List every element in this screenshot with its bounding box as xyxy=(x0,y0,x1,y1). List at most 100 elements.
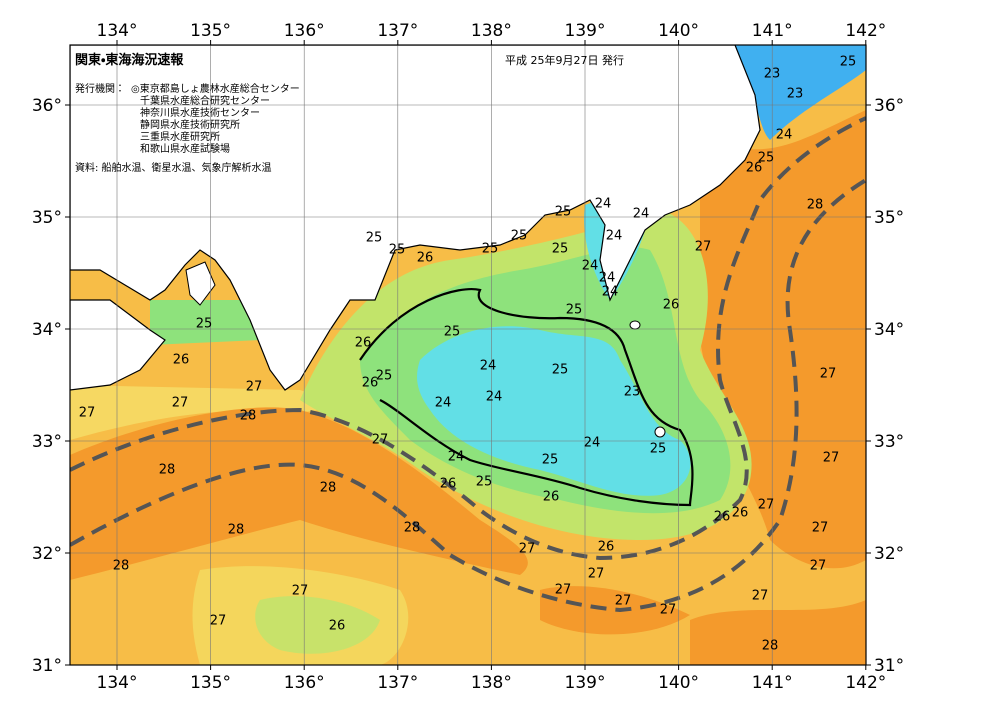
lat-tick-label: 31° xyxy=(32,656,62,676)
contour-label: 25 xyxy=(511,229,528,244)
contour-label: 27 xyxy=(555,583,572,598)
contour-label: 28 xyxy=(240,409,257,424)
land-honshu xyxy=(70,45,761,391)
contour-label: 25 xyxy=(444,325,461,340)
island xyxy=(629,320,641,330)
island xyxy=(654,426,666,438)
lat-tick-label: 33° xyxy=(874,432,904,452)
contour-label: 24 xyxy=(584,436,601,451)
contour-label: 26 xyxy=(732,506,749,521)
contour-25 xyxy=(359,288,694,507)
lon-tick-label: 137° xyxy=(377,21,418,41)
issuer: 静岡県水産技術研究所 xyxy=(140,118,240,131)
contour-label: 24 xyxy=(435,396,452,411)
map-frame xyxy=(69,44,867,666)
sst-23 xyxy=(730,45,866,140)
contour-label: 24 xyxy=(606,229,623,244)
contour-label: 27 xyxy=(810,559,827,574)
contour-label: 25 xyxy=(542,453,559,468)
issuer: 和歌山県水産試験場 xyxy=(140,142,230,155)
lon-tick-label: 138° xyxy=(471,21,512,41)
contour-label: 28 xyxy=(113,559,130,574)
contour-label: 28 xyxy=(159,463,176,478)
sst-26-5 xyxy=(70,385,327,440)
contour-label: 23 xyxy=(764,67,781,82)
contour-label: 27 xyxy=(615,594,632,609)
contour-label: 27 xyxy=(210,614,227,629)
source: 資料: 船舶水温、衛星水温、気象庁解析水温 xyxy=(75,161,272,174)
lon-tick-label: 134° xyxy=(97,21,138,41)
lat-tick-label: 34° xyxy=(32,320,62,340)
kuroshio-axis xyxy=(70,178,866,613)
contour-label: 27 xyxy=(292,584,309,599)
lon-tick-label: 140° xyxy=(658,21,699,41)
lon-tick-label: 134° xyxy=(97,673,138,693)
contour-label: 25 xyxy=(552,363,569,378)
contour-label: 25 xyxy=(566,303,583,318)
lon-tick-label: 142° xyxy=(845,673,886,693)
contour-label: 26 xyxy=(362,376,379,391)
contour-label: 26 xyxy=(663,298,680,313)
sst-28 xyxy=(70,407,528,580)
contour-label: 26 xyxy=(746,161,763,176)
lat-tick-label: 36° xyxy=(32,96,62,116)
contour-label: 26 xyxy=(173,353,190,368)
contour-label: 27 xyxy=(812,521,829,536)
contour-label: 27 xyxy=(695,240,712,255)
contour-label: 24 xyxy=(448,450,465,465)
contour-label: 24 xyxy=(582,259,599,274)
contour-label: 28 xyxy=(228,523,245,538)
lon-tick-label: 136° xyxy=(284,21,325,41)
contour-label: 25 xyxy=(476,475,493,490)
contour-label: 24 xyxy=(633,207,650,222)
issuer: 三重県水産研究所 xyxy=(140,130,220,143)
contour-label: 25 xyxy=(389,243,406,258)
contour-label: 27 xyxy=(660,603,677,618)
sst-26 xyxy=(255,596,380,654)
sst-field xyxy=(70,45,866,665)
issue-date: 平成 25年9月27日 発行 xyxy=(505,53,624,67)
land-shikoku xyxy=(70,299,166,391)
lon-tick-label: 141° xyxy=(752,21,793,41)
contour-label: 27 xyxy=(823,451,840,466)
contour-label: 26 xyxy=(440,477,457,492)
lon-tick-label: 139° xyxy=(565,673,606,693)
land-awaji xyxy=(185,261,216,306)
contour-label: 25 xyxy=(552,242,569,257)
contour-label: 24 xyxy=(602,285,619,300)
contour-label: 24 xyxy=(776,128,793,143)
contour-label: 27 xyxy=(246,380,263,395)
issuer-label: 発行機関： xyxy=(75,82,125,95)
contour-label: 26 xyxy=(714,510,731,525)
lon-tick-label: 137° xyxy=(377,673,418,693)
lat-tick-label: 35° xyxy=(32,208,62,228)
contour-label: 27 xyxy=(79,406,96,421)
sst-28 xyxy=(690,600,866,665)
lat-tick-label: 36° xyxy=(874,96,904,116)
contour-label: 24 xyxy=(480,359,497,374)
contour-label: 26 xyxy=(598,540,615,555)
title: 関東・東海海況速報 xyxy=(75,52,184,68)
contour-label: 26 xyxy=(355,336,372,351)
contour-label: 27 xyxy=(372,433,389,448)
contour-label: 27 xyxy=(758,498,775,513)
contour-label: 28 xyxy=(807,198,824,213)
contour-label: 28 xyxy=(762,639,779,654)
contour-label: 27 xyxy=(588,567,605,582)
contour-label: 25 xyxy=(758,151,775,166)
contour-label: 27 xyxy=(172,396,189,411)
sst-25 xyxy=(150,300,260,345)
contour-label: 26 xyxy=(543,490,560,505)
contour-label: 27 xyxy=(519,542,536,557)
contour-label: 23 xyxy=(787,87,804,102)
lat-tick-label: 33° xyxy=(32,432,62,452)
issuer-list: ◎東京都島しょ農林水産総合センター千葉県水産総合研究センター神奈川県水産技術セン… xyxy=(131,82,300,155)
issuer: ◎東京都島しょ農林水産総合センター xyxy=(131,82,300,95)
contour-label: 25 xyxy=(650,442,667,457)
contour-label: 26 xyxy=(417,251,434,266)
lon-tick-label: 140° xyxy=(658,673,699,693)
lat-tick-label: 34° xyxy=(874,320,904,340)
contour-label: 23 xyxy=(624,385,641,400)
